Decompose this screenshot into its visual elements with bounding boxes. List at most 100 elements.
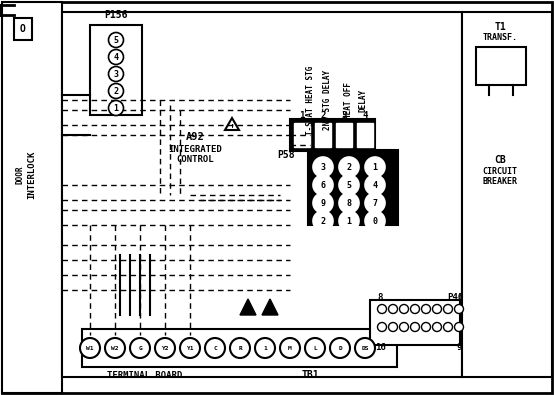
Circle shape xyxy=(330,338,350,358)
Bar xyxy=(14,18,32,40)
Text: P58: P58 xyxy=(278,150,295,160)
Text: 2: 2 xyxy=(321,216,326,226)
Circle shape xyxy=(80,338,100,358)
Text: 1: 1 xyxy=(114,103,119,113)
Text: G: G xyxy=(138,346,142,350)
Text: 16: 16 xyxy=(375,342,386,352)
Text: 9: 9 xyxy=(456,342,462,352)
Text: P46: P46 xyxy=(447,293,463,301)
Text: TERMINAL BOARD: TERMINAL BOARD xyxy=(107,371,183,380)
Text: C: C xyxy=(213,346,217,350)
Text: CONTROL: CONTROL xyxy=(176,154,214,164)
Circle shape xyxy=(388,322,398,331)
Text: 4: 4 xyxy=(114,53,119,62)
Text: 5: 5 xyxy=(346,181,351,190)
Text: Y2: Y2 xyxy=(161,346,169,350)
Circle shape xyxy=(411,322,419,331)
Text: 3: 3 xyxy=(341,111,347,120)
Text: Y1: Y1 xyxy=(186,346,194,350)
Circle shape xyxy=(205,338,225,358)
Text: 8: 8 xyxy=(377,293,383,301)
Circle shape xyxy=(422,322,430,331)
Text: 2: 2 xyxy=(346,162,351,171)
Text: 2ND STG DELAY: 2ND STG DELAY xyxy=(322,70,331,130)
Text: 2: 2 xyxy=(114,87,119,96)
Circle shape xyxy=(339,211,359,231)
Text: P156: P156 xyxy=(104,10,128,20)
Text: 1: 1 xyxy=(456,293,462,301)
Text: T-STAT HEAT STG: T-STAT HEAT STG xyxy=(305,65,315,135)
Text: !: ! xyxy=(229,124,234,132)
Circle shape xyxy=(433,322,442,331)
Text: 3: 3 xyxy=(321,162,326,171)
Bar xyxy=(462,12,552,377)
Text: 2: 2 xyxy=(320,111,326,120)
Bar xyxy=(290,119,375,151)
Circle shape xyxy=(339,175,359,195)
Circle shape xyxy=(454,305,464,314)
Text: 4: 4 xyxy=(372,181,377,190)
Text: T1: T1 xyxy=(494,22,506,32)
Bar xyxy=(82,329,397,367)
Polygon shape xyxy=(262,299,278,315)
Polygon shape xyxy=(240,299,256,315)
Circle shape xyxy=(155,338,175,358)
Circle shape xyxy=(109,100,124,115)
Circle shape xyxy=(365,193,385,213)
Circle shape xyxy=(339,157,359,177)
Circle shape xyxy=(280,338,300,358)
Circle shape xyxy=(411,305,419,314)
Text: 7: 7 xyxy=(372,199,377,207)
Text: R: R xyxy=(238,346,242,350)
Bar xyxy=(476,47,526,85)
Circle shape xyxy=(365,175,385,195)
Text: TRANSF.: TRANSF. xyxy=(483,32,517,41)
Text: 0: 0 xyxy=(372,216,377,226)
Bar xyxy=(357,123,373,147)
Text: 6: 6 xyxy=(321,181,326,190)
Circle shape xyxy=(305,338,325,358)
Circle shape xyxy=(339,193,359,213)
Bar xyxy=(315,123,331,147)
Circle shape xyxy=(365,157,385,177)
Circle shape xyxy=(109,83,124,98)
Text: 3: 3 xyxy=(114,70,119,79)
Text: 5: 5 xyxy=(114,36,119,45)
Bar xyxy=(90,25,142,115)
Circle shape xyxy=(313,211,333,231)
Text: CB: CB xyxy=(494,155,506,165)
Text: DS: DS xyxy=(361,346,369,350)
Circle shape xyxy=(230,338,250,358)
Text: HEAT OFF: HEAT OFF xyxy=(343,81,352,118)
Bar xyxy=(370,300,460,345)
Text: INTERLOCK: INTERLOCK xyxy=(28,151,37,199)
Circle shape xyxy=(444,305,453,314)
Text: 1: 1 xyxy=(263,346,267,350)
Text: DELAY: DELAY xyxy=(358,88,367,111)
Text: A92: A92 xyxy=(186,132,204,142)
Text: 4: 4 xyxy=(362,111,368,120)
Text: 1: 1 xyxy=(346,216,351,226)
Circle shape xyxy=(313,175,333,195)
Circle shape xyxy=(355,338,375,358)
Circle shape xyxy=(130,338,150,358)
Text: TB1: TB1 xyxy=(301,370,319,380)
Text: D: D xyxy=(338,346,342,350)
Text: 8: 8 xyxy=(346,199,351,207)
Circle shape xyxy=(388,305,398,314)
Text: BREAKER: BREAKER xyxy=(483,177,517,186)
Bar xyxy=(336,123,352,147)
Circle shape xyxy=(444,322,453,331)
Text: 9: 9 xyxy=(321,199,326,207)
Text: DOOR: DOOR xyxy=(16,166,24,184)
Circle shape xyxy=(105,338,125,358)
Text: 1: 1 xyxy=(299,111,305,120)
Circle shape xyxy=(377,305,387,314)
Circle shape xyxy=(109,49,124,64)
Text: M: M xyxy=(288,346,292,350)
Circle shape xyxy=(399,305,408,314)
Text: 1: 1 xyxy=(372,162,377,171)
Bar xyxy=(62,12,462,377)
Text: W2: W2 xyxy=(111,346,119,350)
Circle shape xyxy=(433,305,442,314)
